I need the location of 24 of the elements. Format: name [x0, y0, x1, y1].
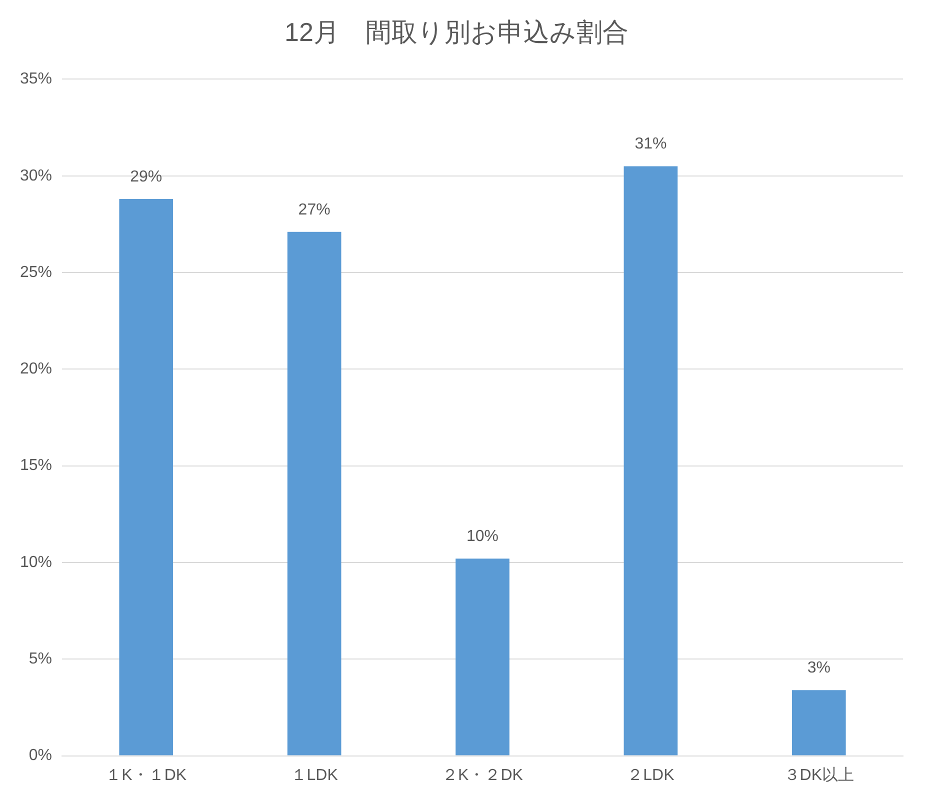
x-tick-label: ２LDK [627, 766, 675, 784]
chart-title: 12月 間取り別お申込み割合 [284, 16, 628, 47]
bar [456, 558, 510, 756]
x-tick-label: １K・１DK [106, 766, 187, 784]
data-label: 10% [466, 528, 499, 546]
bar [119, 199, 174, 756]
bar [287, 232, 342, 756]
data-label: 31% [634, 136, 667, 153]
y-tick-label: 25% [20, 264, 52, 281]
x-tick-label: ２K・２DK [442, 766, 524, 784]
x-tick-label: ３DK以上 [784, 766, 854, 784]
bar [624, 166, 678, 756]
data-label: 29% [130, 168, 162, 186]
x-tick-label: １LDK [290, 766, 338, 784]
y-tick-label: 0% [28, 747, 52, 764]
bar [792, 690, 846, 756]
y-tick-label: 15% [20, 457, 52, 474]
y-tick-label: 20% [20, 360, 52, 378]
y-tick-label: 10% [20, 554, 52, 571]
y-tick-label: 5% [28, 650, 52, 668]
y-tick-label: 35% [20, 70, 52, 88]
y-tick-label: 30% [20, 167, 52, 184]
data-label: 27% [298, 201, 330, 218]
data-label: 3% [807, 659, 830, 676]
